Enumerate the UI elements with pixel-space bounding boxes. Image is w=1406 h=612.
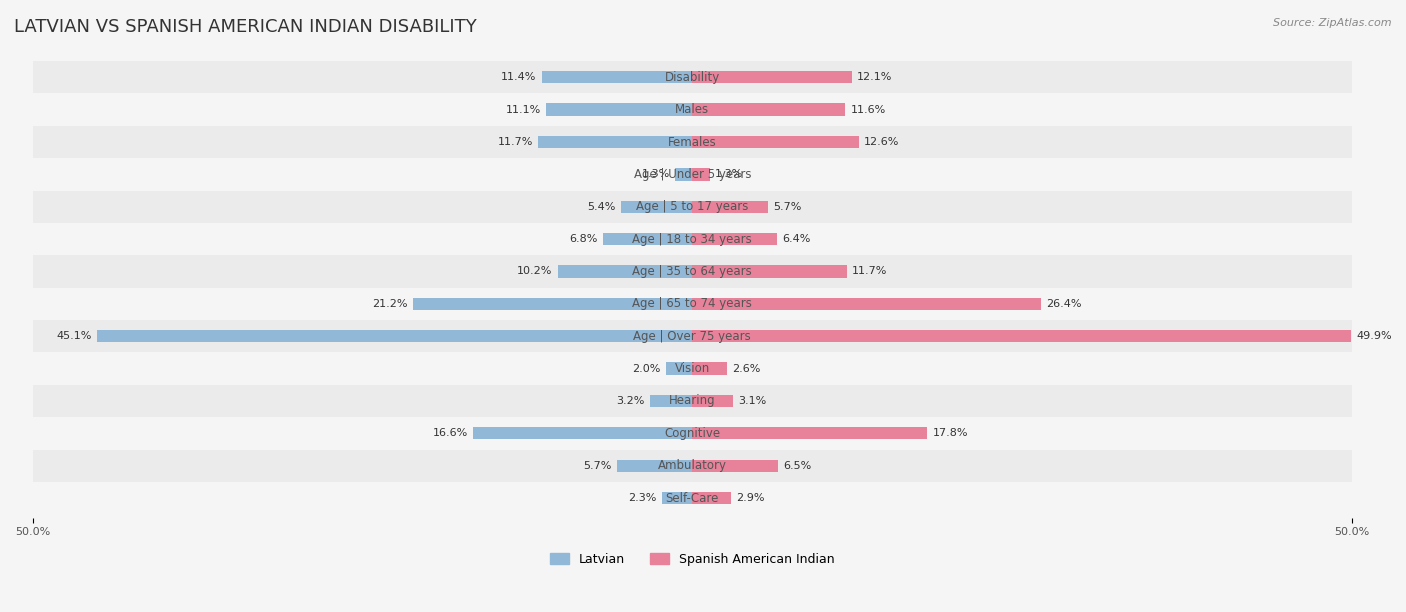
Bar xyxy=(541,71,692,83)
Bar xyxy=(650,395,692,407)
Text: Self-Care: Self-Care xyxy=(665,491,718,504)
Bar xyxy=(692,362,727,375)
Text: 2.3%: 2.3% xyxy=(628,493,657,503)
Bar xyxy=(32,126,1353,158)
Text: Age | 18 to 34 years: Age | 18 to 34 years xyxy=(633,233,752,245)
Bar xyxy=(617,460,692,472)
Bar xyxy=(32,255,1353,288)
Text: 21.2%: 21.2% xyxy=(371,299,408,309)
Text: 6.4%: 6.4% xyxy=(782,234,810,244)
Bar xyxy=(692,330,1351,342)
Bar xyxy=(692,201,768,213)
Text: Age | Over 75 years: Age | Over 75 years xyxy=(634,330,751,343)
Text: 12.6%: 12.6% xyxy=(863,137,900,147)
Bar xyxy=(32,158,1353,190)
Bar xyxy=(412,297,692,310)
Bar xyxy=(32,320,1353,353)
Bar xyxy=(692,395,734,407)
Text: 45.1%: 45.1% xyxy=(56,331,91,341)
Bar xyxy=(32,482,1353,514)
Bar xyxy=(675,168,692,181)
Text: LATVIAN VS SPANISH AMERICAN INDIAN DISABILITY: LATVIAN VS SPANISH AMERICAN INDIAN DISAB… xyxy=(14,18,477,36)
Bar xyxy=(603,233,692,245)
Text: 11.1%: 11.1% xyxy=(505,105,541,114)
Text: 2.6%: 2.6% xyxy=(733,364,761,373)
Text: Males: Males xyxy=(675,103,710,116)
Text: 5.4%: 5.4% xyxy=(588,202,616,212)
Bar xyxy=(474,427,692,439)
Text: 5.7%: 5.7% xyxy=(583,461,612,471)
Bar xyxy=(692,136,859,148)
Bar xyxy=(621,201,692,213)
Text: Age | 5 to 17 years: Age | 5 to 17 years xyxy=(636,200,748,213)
Text: 2.9%: 2.9% xyxy=(735,493,765,503)
Text: Females: Females xyxy=(668,135,717,149)
Bar xyxy=(538,136,692,148)
Text: 11.7%: 11.7% xyxy=(498,137,533,147)
Bar xyxy=(32,223,1353,255)
Text: 3.1%: 3.1% xyxy=(738,396,766,406)
Bar xyxy=(558,266,692,278)
Bar xyxy=(692,460,778,472)
Bar xyxy=(692,266,846,278)
Text: Age | 65 to 74 years: Age | 65 to 74 years xyxy=(633,297,752,310)
Text: 6.5%: 6.5% xyxy=(783,461,811,471)
Bar xyxy=(666,362,692,375)
Bar xyxy=(32,94,1353,126)
Text: 1.3%: 1.3% xyxy=(641,170,669,179)
Text: 2.0%: 2.0% xyxy=(633,364,661,373)
Text: Age | Under 5 years: Age | Under 5 years xyxy=(634,168,751,181)
Text: Source: ZipAtlas.com: Source: ZipAtlas.com xyxy=(1274,18,1392,28)
Text: 5.7%: 5.7% xyxy=(773,202,801,212)
Text: 16.6%: 16.6% xyxy=(433,428,468,438)
Text: 49.9%: 49.9% xyxy=(1355,331,1392,341)
Bar xyxy=(692,427,927,439)
Text: 11.7%: 11.7% xyxy=(852,266,887,277)
Bar xyxy=(692,71,852,83)
Text: 6.8%: 6.8% xyxy=(569,234,598,244)
Bar xyxy=(692,233,776,245)
Text: 17.8%: 17.8% xyxy=(932,428,967,438)
Bar xyxy=(32,288,1353,320)
Text: 11.4%: 11.4% xyxy=(502,72,537,82)
Text: Cognitive: Cognitive xyxy=(664,427,720,440)
Legend: Latvian, Spanish American Indian: Latvian, Spanish American Indian xyxy=(546,548,839,571)
Text: Vision: Vision xyxy=(675,362,710,375)
Bar xyxy=(692,103,845,116)
Text: 10.2%: 10.2% xyxy=(517,266,553,277)
Bar xyxy=(546,103,692,116)
Text: 26.4%: 26.4% xyxy=(1046,299,1081,309)
Text: 1.3%: 1.3% xyxy=(714,170,742,179)
Bar xyxy=(662,492,692,504)
Bar xyxy=(32,385,1353,417)
Bar xyxy=(97,330,692,342)
Bar xyxy=(32,353,1353,385)
Bar xyxy=(32,450,1353,482)
Text: 12.1%: 12.1% xyxy=(858,72,893,82)
Bar xyxy=(32,190,1353,223)
Text: 3.2%: 3.2% xyxy=(616,396,645,406)
Text: 11.6%: 11.6% xyxy=(851,105,886,114)
Text: Disability: Disability xyxy=(665,71,720,84)
Text: Age | 35 to 64 years: Age | 35 to 64 years xyxy=(633,265,752,278)
Bar xyxy=(692,297,1040,310)
Text: Ambulatory: Ambulatory xyxy=(658,459,727,472)
Bar xyxy=(32,417,1353,450)
Bar xyxy=(32,61,1353,94)
Bar xyxy=(692,492,731,504)
Text: Hearing: Hearing xyxy=(669,395,716,408)
Bar xyxy=(692,168,710,181)
